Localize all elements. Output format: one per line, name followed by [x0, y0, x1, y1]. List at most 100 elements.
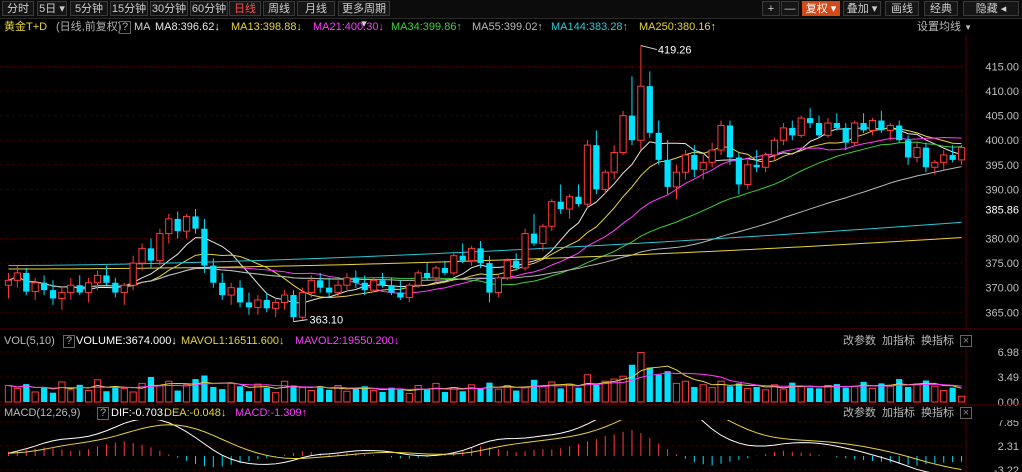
volume-bar	[521, 386, 529, 403]
price-chart[interactable]: 415.00 410.00 405.00 400.00 395.00 390.00 380.…	[0, 35, 1022, 330]
candle-body	[156, 233, 164, 262]
volume-bar	[807, 387, 814, 402]
period-tab-8[interactable]: 月线	[297, 1, 335, 16]
period-tab-5[interactable]: 60分钟	[190, 1, 228, 16]
candle-body	[76, 285, 83, 293]
macd-help-icon[interactable]: ?	[97, 407, 109, 420]
period-toolbar: 分时 5日 ▾ 5分钟 15分钟 30分钟 60分钟 日线 周线 月线 更多周期 ▾ + — 复权 ▾ 叠…	[0, 0, 1022, 30]
candle-body	[361, 282, 368, 291]
volume-bar	[450, 387, 458, 403]
period-tab-9[interactable]: 更多周期 ▾	[338, 1, 390, 30]
toolbar-classic-button[interactable]: 经典	[924, 1, 958, 16]
ma144-line	[8, 221, 962, 267]
candle-body	[868, 120, 877, 131]
candle-body	[593, 145, 600, 190]
candle-body	[815, 123, 823, 136]
volume-bar	[459, 391, 466, 402]
candle-body	[343, 277, 351, 286]
candle-body	[370, 279, 378, 291]
ma-settings-button[interactable]: 设置均线 ▼	[917, 19, 972, 36]
vol-add-indicator-button[interactable]: 加指标	[882, 335, 915, 347]
candle-body	[147, 248, 155, 261]
candle-body	[280, 294, 289, 303]
axis-tick-label: 410.00	[985, 86, 1019, 98]
candle-body	[691, 154, 698, 170]
volume-bar	[67, 389, 75, 403]
volume-chart[interactable]: 6.98 3.49 0.00	[0, 348, 1022, 406]
volume-bar	[23, 384, 30, 402]
toolbar-minus-button[interactable]: —	[781, 1, 799, 16]
volume-bar	[486, 382, 493, 402]
mavol1-value: MAVOL1:16511.600↓	[181, 335, 285, 347]
macd-edit-params-button[interactable]: 改参数	[843, 407, 876, 419]
volume-bar	[770, 384, 779, 403]
period-tab-6[interactable]: 日线	[229, 1, 261, 16]
period-tab-2[interactable]: 5分钟	[70, 1, 108, 16]
period-tab-0[interactable]: 分时	[2, 1, 34, 16]
toolbar-adjust-button[interactable]: 复权 ▾	[802, 1, 840, 16]
volume-bar	[352, 388, 359, 402]
candle-body	[717, 124, 725, 151]
mavol2-value: MAVOL2:19550.200↓	[295, 335, 400, 347]
candle-body	[58, 292, 66, 299]
vol-header: VOL(5,10) ? VOLUME:3674.000↓ MAVOL1:1651…	[0, 334, 1022, 348]
help-icon[interactable]: ?	[119, 21, 131, 34]
volume-bar	[343, 390, 351, 403]
candle-body	[619, 115, 627, 154]
toolbar-hide-button[interactable]: 隐藏 ◂	[963, 1, 1019, 16]
ma250-value: MA250:380.16↑	[639, 21, 717, 33]
volume-bar	[280, 380, 289, 403]
volume-bar	[192, 379, 199, 402]
candle-body	[726, 125, 734, 158]
period-tab-1[interactable]: 5日 ▾	[37, 1, 67, 16]
volume-bar	[735, 383, 742, 402]
volume-bar	[58, 381, 66, 403]
ma250-line	[8, 237, 962, 270]
candle-body	[583, 144, 592, 205]
macd-chart[interactable]: 7.85 2.31 -3.22	[0, 420, 1022, 472]
low-price-label: 363.10	[309, 315, 343, 327]
volume-bar	[779, 388, 788, 403]
volume-bar	[922, 380, 930, 402]
volume-bar	[672, 382, 681, 403]
volume-bar	[432, 382, 440, 403]
volume-bar	[165, 380, 173, 403]
volume-bar	[957, 395, 966, 403]
period-tab-7[interactable]: 周线	[263, 1, 295, 16]
period-tab-4[interactable]: 30分钟	[150, 1, 188, 16]
macd-switch-indicator-button[interactable]: 换指标	[921, 407, 954, 419]
candle-body	[957, 147, 966, 161]
vol-switch-indicator-button[interactable]: 换指标	[921, 335, 954, 347]
period-tab-3[interactable]: 15分钟	[110, 1, 148, 16]
volume-bar	[833, 384, 840, 402]
candle-body	[326, 287, 333, 293]
toolbar-plus-button[interactable]: +	[762, 1, 780, 16]
candle-body	[797, 117, 805, 136]
candle-body	[886, 124, 894, 131]
axis-tick-label: 0.00	[998, 397, 1019, 406]
candle-body	[379, 280, 386, 286]
candle-body	[129, 262, 137, 286]
mavol2-line	[8, 372, 962, 390]
candle-body	[93, 274, 102, 284]
candle-body	[672, 171, 681, 188]
volume-bar	[708, 387, 716, 403]
volume-bar	[201, 375, 208, 402]
dea-value: DEA:-0.048↓	[164, 407, 227, 419]
volume-bar	[860, 381, 867, 402]
volume-bar	[610, 378, 618, 403]
toolbar-draw-button[interactable]: 画线	[885, 1, 919, 16]
vol-close-icon[interactable]: ×	[960, 335, 972, 347]
axis-tick-label: 370.00	[985, 283, 1019, 295]
candle-body	[486, 263, 493, 293]
toolbar-overlay-button[interactable]: 叠加 ▾	[843, 1, 881, 16]
macd-add-indicator-button[interactable]: 加指标	[882, 407, 915, 419]
volume-bar	[494, 388, 502, 403]
vol-help-icon[interactable]: ?	[63, 335, 75, 348]
volume-bar	[619, 375, 627, 403]
macd-value: MACD:-1.309↑	[235, 407, 308, 419]
vol-edit-params-button[interactable]: 改参数	[843, 335, 876, 347]
volume-bar	[245, 391, 253, 402]
macd-close-icon[interactable]: ×	[960, 407, 972, 419]
volume-bar	[379, 391, 386, 402]
